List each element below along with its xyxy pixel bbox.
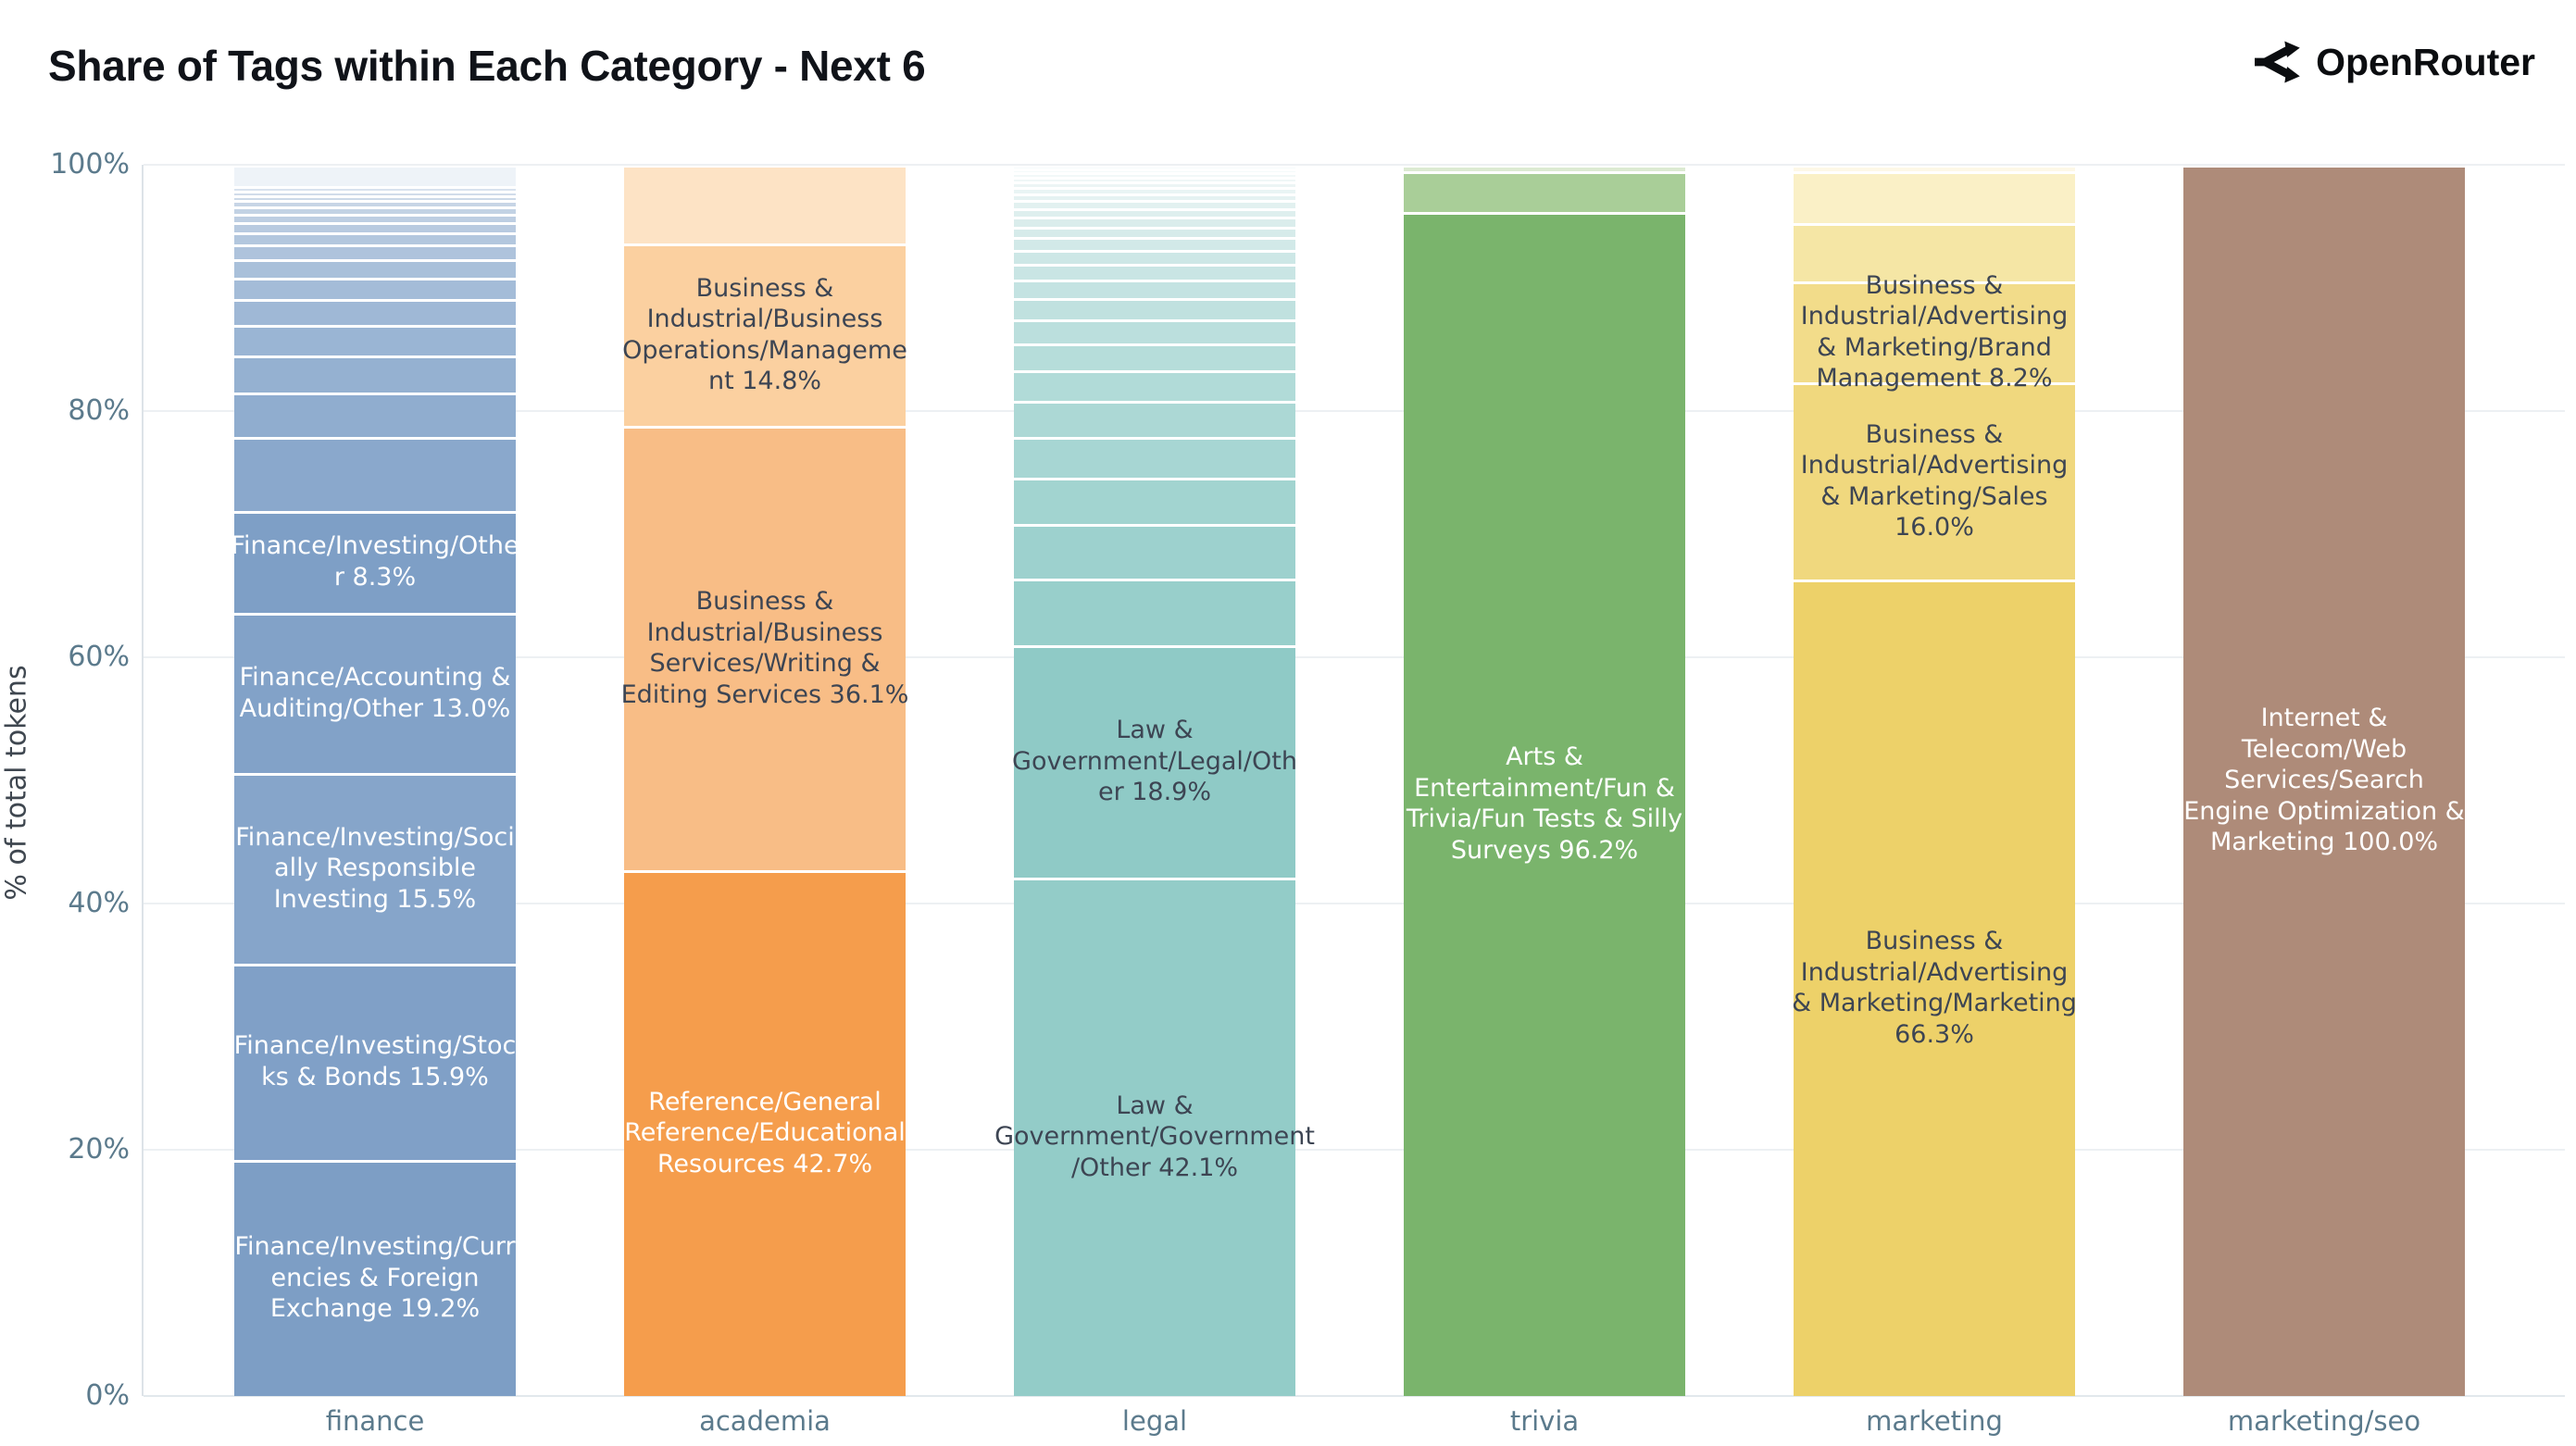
grid-line — [144, 1395, 2565, 1397]
bar-segment[interactable] — [234, 327, 516, 356]
bar-segment[interactable] — [1014, 189, 1295, 193]
y-tick-label: 80% — [68, 394, 130, 427]
bar-segment[interactable] — [1794, 582, 2075, 1396]
bar-segment[interactable] — [1014, 527, 1295, 579]
bar-segment[interactable] — [234, 208, 516, 214]
bar-segment[interactable] — [1014, 647, 1295, 879]
x-category-label: legal — [1121, 1405, 1188, 1437]
bar-segment[interactable] — [2183, 168, 2465, 1396]
bar-segment[interactable] — [1014, 301, 1295, 319]
bar-segment[interactable] — [234, 439, 516, 511]
bar-segment[interactable] — [234, 189, 516, 191]
bar-segment[interactable] — [1014, 252, 1295, 265]
x-category-label: trivia — [1509, 1405, 1580, 1437]
bar-segment[interactable] — [1404, 173, 1685, 212]
bar-segment[interactable] — [624, 168, 906, 244]
bar-segment[interactable] — [234, 616, 516, 774]
bar-segment[interactable] — [1014, 179, 1295, 181]
bar-segment[interactable] — [234, 193, 516, 195]
bar-segment[interactable] — [1404, 168, 1685, 171]
bar-segment[interactable] — [234, 224, 516, 233]
bar-segment[interactable] — [1014, 880, 1295, 1396]
y-tick-label: 40% — [68, 887, 130, 919]
bar-segment[interactable] — [1014, 175, 1295, 177]
bar-segment[interactable] — [1794, 173, 2075, 223]
openrouter-logo-icon — [2255, 39, 2301, 85]
bar-segment[interactable] — [234, 235, 516, 245]
bar-segment[interactable] — [234, 168, 516, 187]
bar-segment[interactable] — [234, 247, 516, 260]
bar-segment[interactable] — [1794, 168, 2075, 171]
bar-segment[interactable] — [1014, 282, 1295, 299]
bar-segment[interactable] — [234, 262, 516, 278]
grid-line — [144, 1149, 2565, 1151]
bar-legal: Law & Government/Government/Other 42.1% L… — [994, 165, 1315, 1396]
bar-segment[interactable] — [234, 216, 516, 222]
bar-segment[interactable] — [1014, 439, 1295, 478]
grid-line — [144, 903, 2565, 904]
bar-segment[interactable] — [1014, 321, 1295, 343]
y-tick-label: 0% — [85, 1379, 130, 1412]
bar-segment[interactable] — [1404, 214, 1685, 1396]
bar-segment[interactable] — [234, 280, 516, 299]
bar-segment[interactable] — [1014, 183, 1295, 187]
bar-segment[interactable] — [1014, 580, 1295, 645]
page-title: Share of Tags within Each Category - Nex… — [48, 42, 926, 90]
bar-segment[interactable] — [1014, 240, 1295, 250]
bar-segment[interactable] — [1014, 404, 1295, 437]
bar-segment[interactable] — [234, 202, 516, 206]
bar-segment[interactable] — [234, 966, 516, 1160]
bar-finance: Finance/Investing/Currencies & Foreign E… — [231, 165, 519, 1396]
bar-segment[interactable] — [1014, 267, 1295, 280]
grid-line — [144, 410, 2565, 412]
bar-segment[interactable] — [1014, 202, 1295, 208]
y-tick-label: 100% — [50, 148, 130, 181]
bar-segment[interactable] — [624, 873, 906, 1396]
bar-segment[interactable] — [234, 358, 516, 393]
y-tick-label: 60% — [68, 641, 130, 673]
openrouter-brand: OpenRouter — [2255, 39, 2535, 85]
bar-segment[interactable] — [1794, 385, 2075, 580]
bar-segment[interactable] — [1014, 373, 1295, 402]
bar-segment[interactable] — [1014, 170, 1295, 172]
grid-line — [144, 164, 2565, 166]
bar-marketing: Business & Industrial/Advertising & Mark… — [1792, 165, 2077, 1396]
x-category-label: marketing — [1866, 1405, 2003, 1437]
bar-segment[interactable] — [1014, 345, 1295, 371]
y-tick-label: 20% — [68, 1133, 130, 1166]
x-category-label: finance — [325, 1405, 425, 1437]
bar-segment[interactable] — [234, 1162, 516, 1396]
bar-segment[interactable] — [1014, 210, 1295, 217]
bar-segment[interactable] — [1794, 225, 2075, 282]
grid-line — [144, 656, 2565, 658]
bar-segment[interactable] — [234, 513, 516, 614]
bar-segment[interactable] — [234, 197, 516, 200]
openrouter-brand-label: OpenRouter — [2316, 40, 2535, 83]
bar-segment[interactable] — [1014, 195, 1295, 200]
bar-segment[interactable] — [234, 776, 516, 965]
bar-segment[interactable] — [624, 428, 906, 871]
bar-segment[interactable] — [624, 246, 906, 426]
x-category-label: marketing/seo — [2227, 1405, 2421, 1437]
x-category-label: academia — [699, 1405, 831, 1437]
bar-academia: Reference/General Reference/Educational … — [621, 165, 908, 1396]
bar-segment[interactable] — [1014, 229, 1295, 238]
y-axis-line — [142, 165, 144, 1396]
bar-marketing-seo: Internet & Telecom/Web Services/Search E… — [2183, 165, 2465, 1396]
bar-trivia: Arts & Entertainment/Fun & Trivia/Fun Te… — [1404, 165, 1685, 1396]
bar-segment[interactable] — [234, 301, 516, 325]
bar-segment[interactable] — [1794, 284, 2075, 383]
bar-segment[interactable] — [1014, 218, 1295, 227]
bar-segment[interactable] — [234, 395, 516, 437]
bar-segment[interactable] — [1014, 480, 1295, 525]
